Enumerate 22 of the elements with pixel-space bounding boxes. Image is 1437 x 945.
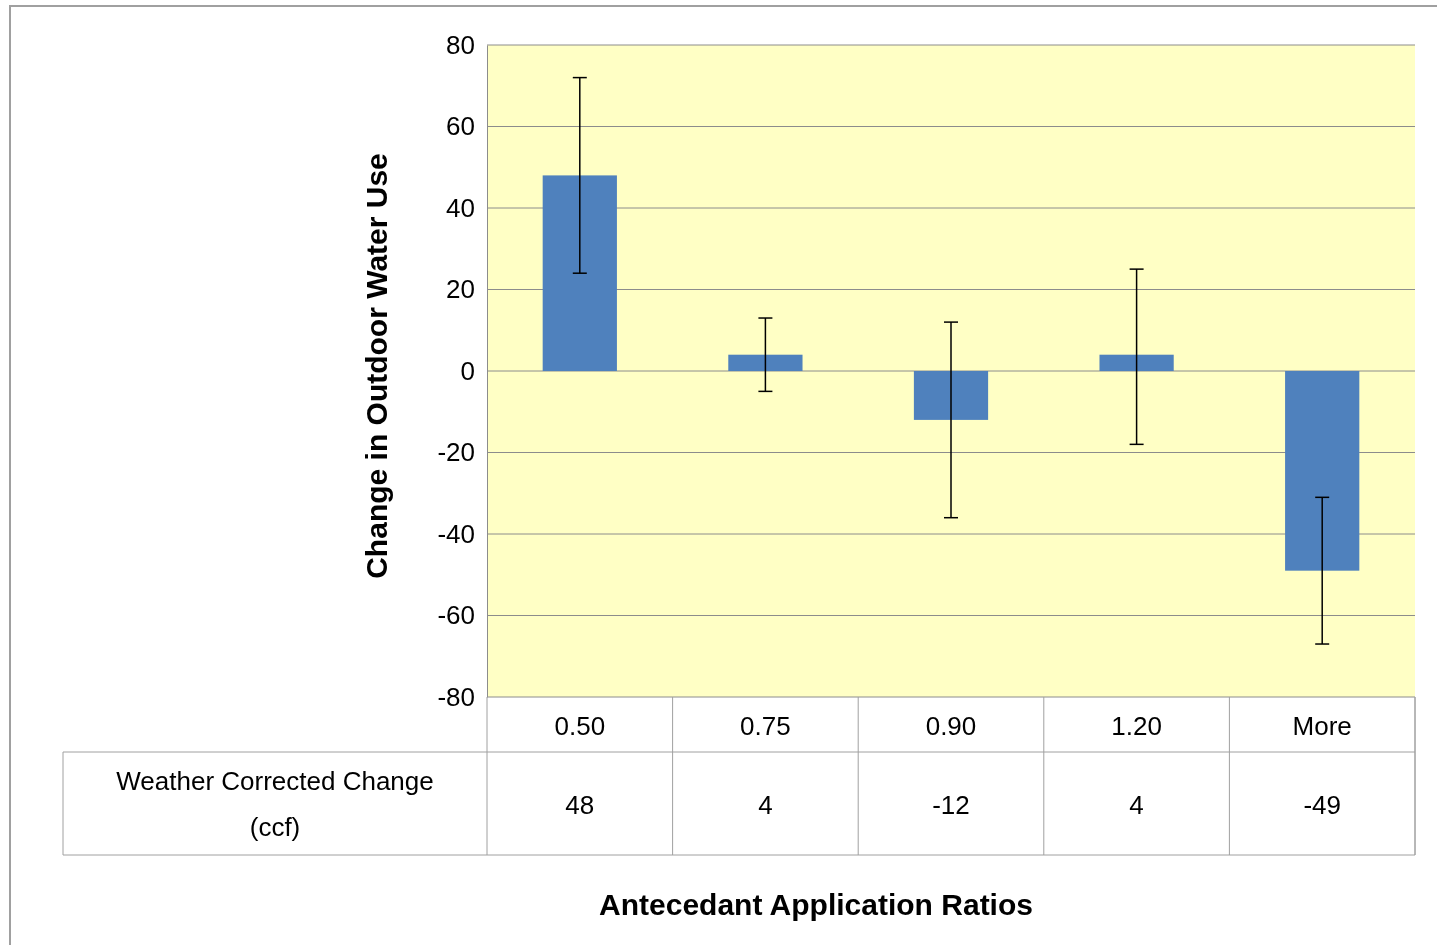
y-tick-label: -80: [437, 681, 475, 712]
y-tick-label: 40: [446, 192, 475, 223]
text: Weather Corrected Change (ccf): [116, 766, 434, 842]
y-axis-title: Change in Outdoor Water Use: [360, 153, 393, 579]
x-tick-label: 0.75: [740, 711, 791, 741]
y-tick-label: 60: [446, 111, 475, 142]
y-tick-label: 20: [446, 274, 475, 305]
x-tick-label: 1.20: [1111, 711, 1162, 741]
y-tick-label: 0: [460, 355, 475, 386]
y-tick-label: -60: [437, 600, 475, 631]
data-label: -12: [932, 790, 970, 820]
data-label: -49: [1303, 790, 1341, 820]
data-label: 48: [565, 790, 595, 820]
y-tick-label: -40: [437, 518, 475, 549]
data-label: 4: [1129, 790, 1144, 820]
x-axis-title: Antecedant Application Ratios: [599, 888, 1033, 921]
x-tick-label: 0.50: [554, 711, 606, 741]
y-tick-label: -20: [437, 437, 475, 468]
data-label: 4: [758, 790, 773, 820]
x-tick-label: More: [1292, 711, 1352, 741]
y-tick-label: 80: [446, 29, 475, 60]
x-tick-label: 0.90: [925, 711, 977, 741]
